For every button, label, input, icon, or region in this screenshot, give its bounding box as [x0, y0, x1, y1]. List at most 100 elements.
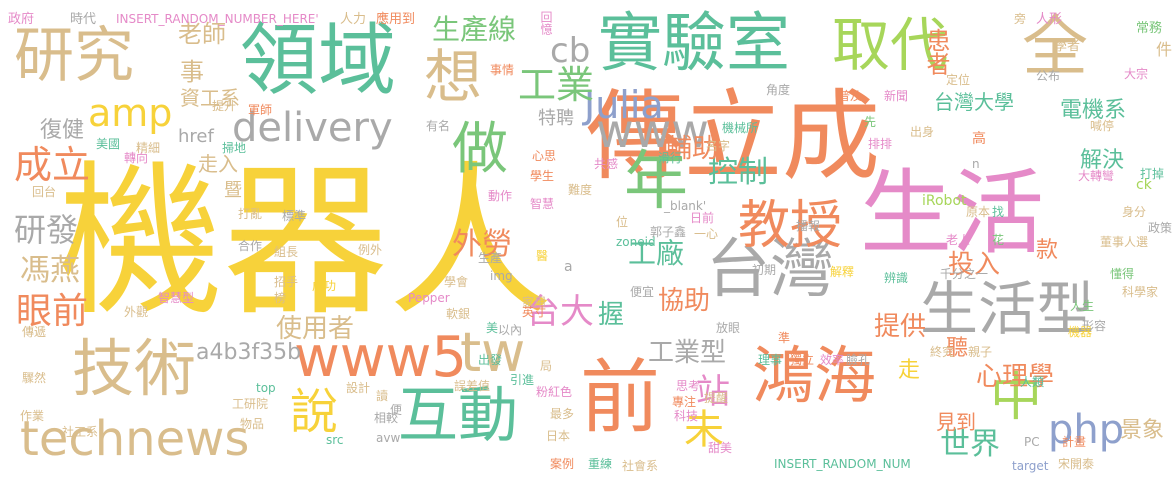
cloud-word: 社會系 — [622, 459, 659, 473]
cloud-word: 暨 — [224, 180, 242, 201]
cloud-word: 智慧 — [530, 197, 555, 211]
cloud-word: 科學家 — [1122, 285, 1159, 299]
cloud-word: 榜 — [274, 291, 287, 305]
cloud-word: 驟然 — [22, 371, 47, 385]
cloud-word: 美 — [486, 321, 499, 335]
cloud-word: 日前 — [690, 211, 715, 225]
cloud-word: amp — [88, 91, 173, 135]
cloud-word: 聽 — [946, 336, 969, 361]
cloud-word: 終究 — [930, 345, 955, 359]
cloud-word: 人形 — [1036, 12, 1063, 27]
cloud-word: 鴻海 — [752, 339, 877, 412]
cloud-word: 應用到 — [376, 12, 416, 27]
cloud-word: 思考 — [676, 379, 701, 393]
cloud-word: 甜美 — [708, 441, 733, 455]
cloud-word: 世界 — [940, 427, 1000, 462]
cloud-word: 台灣 — [706, 233, 834, 307]
cloud-word: 旁 — [1014, 12, 1027, 26]
cloud-word: 老師 — [178, 20, 226, 48]
cloud-word: 科技 — [674, 409, 699, 423]
cloud-word: 輔助 — [666, 134, 719, 164]
cloud-word: 站 — [696, 372, 730, 412]
cloud-word: www — [596, 104, 709, 158]
cloud-word: 誤差值 — [454, 379, 491, 393]
cloud-word: 生活型 — [920, 275, 1095, 343]
cloud-word: www5 — [294, 325, 468, 390]
cloud-word: 出身 — [910, 125, 935, 139]
cloud-word: 難度 — [568, 183, 593, 197]
cloud-word: 引進 — [510, 373, 535, 387]
cloud-word: 社工系 — [62, 425, 99, 439]
cloud-word: 理事 — [758, 353, 783, 367]
cloud-word: 政策 — [1147, 221, 1172, 235]
cloud-word: PC — [1024, 435, 1040, 449]
cloud-word: zoneid — [616, 235, 656, 249]
cloud-word: 成功 — [312, 279, 337, 293]
cloud-word: 工廠 — [628, 237, 685, 270]
cloud-word: 物品 — [240, 417, 265, 431]
cloud-word: 想 — [424, 43, 483, 111]
cloud-word: 獨立 — [790, 353, 815, 367]
cloud-word: 初期 — [752, 263, 777, 277]
cloud-word: 新聞 — [884, 89, 909, 103]
cloud-word: a4b3f35b — [196, 340, 302, 365]
cloud-word: 局 — [540, 359, 553, 373]
cloud-word: 出發 — [478, 353, 503, 367]
cloud-word: 全 — [1022, 8, 1088, 85]
cloud-word: 機器 — [1068, 325, 1093, 339]
cloud-word: 研究 — [14, 21, 134, 91]
cloud-word: 相較 — [374, 411, 399, 425]
cloud-word: 握 — [598, 300, 625, 330]
cloud-word: 喊停 — [1090, 119, 1115, 133]
cloud-word: 有名 — [426, 119, 451, 133]
cloud-word: 英寸 — [522, 305, 547, 319]
cloud-word: INSERT_RANDOM_NUM — [774, 457, 911, 471]
cloud-word: 普及 — [838, 89, 863, 103]
cloud-word: iRobot — [922, 193, 967, 209]
cloud-word: target — [1012, 459, 1049, 473]
cloud-word: 打亂 — [238, 207, 263, 221]
cloud-word: 中 — [990, 368, 1043, 428]
cloud-word: 效率 — [820, 353, 845, 367]
cloud-word: 做 — [452, 117, 508, 182]
cloud-word: php — [1048, 407, 1125, 453]
cloud-word: 人生 — [1070, 299, 1095, 313]
cloud-word: 打掉 — [1140, 167, 1165, 181]
cloud-word: 解決 — [1080, 148, 1125, 173]
cloud-word: 控制 — [708, 155, 768, 190]
cloud-word: 軍師 — [248, 103, 273, 117]
cloud-word: 共感 — [594, 157, 619, 171]
cloud-word: 回台 — [32, 185, 57, 199]
cloud-word: 學會 — [444, 275, 469, 289]
cloud-word: 案例 — [550, 457, 575, 471]
cloud-word: a — [564, 259, 573, 275]
cloud-word: 名字 — [706, 139, 731, 153]
cloud-word: 轉向 — [124, 151, 149, 165]
cloud-word: 讀 — [376, 389, 389, 403]
cloud-word: 回憶 — [539, 11, 553, 35]
cloud-word: 工業型 — [648, 338, 727, 368]
cloud-word: INSERT_RANDOM_NUMBER_HERE' — [116, 12, 319, 26]
cloud-word: 臉孔 — [846, 353, 871, 367]
cloud-word: 位 — [616, 215, 629, 229]
cloud-word: 特聘 — [538, 108, 574, 129]
cloud-word: 播報 — [796, 219, 821, 233]
cloud-word: 心思 — [532, 149, 557, 163]
cloud-word: 取代 — [832, 11, 949, 79]
cloud-word: 精細 — [136, 141, 161, 155]
cloud-word: 美國 — [96, 137, 121, 151]
cloud-word: 工業 — [518, 63, 595, 107]
cloud-word: 使用者 — [276, 314, 355, 344]
cloud-word: 生活 — [860, 160, 1045, 267]
cloud-word: 放眼 — [716, 321, 741, 335]
cloud-word: 台大 — [526, 292, 594, 332]
cloud-word: 計畫 — [1062, 435, 1087, 449]
cloud-word: 郭子鑫 — [650, 225, 687, 239]
cloud-word: 公布 — [1036, 69, 1061, 83]
cloud-word: 見到 — [936, 410, 976, 434]
cloud-word: technews — [20, 411, 250, 467]
cloud-word: 工研院 — [232, 397, 269, 411]
cloud-word: 滑行 — [658, 151, 683, 165]
cloud-word: 組長 — [274, 245, 299, 259]
